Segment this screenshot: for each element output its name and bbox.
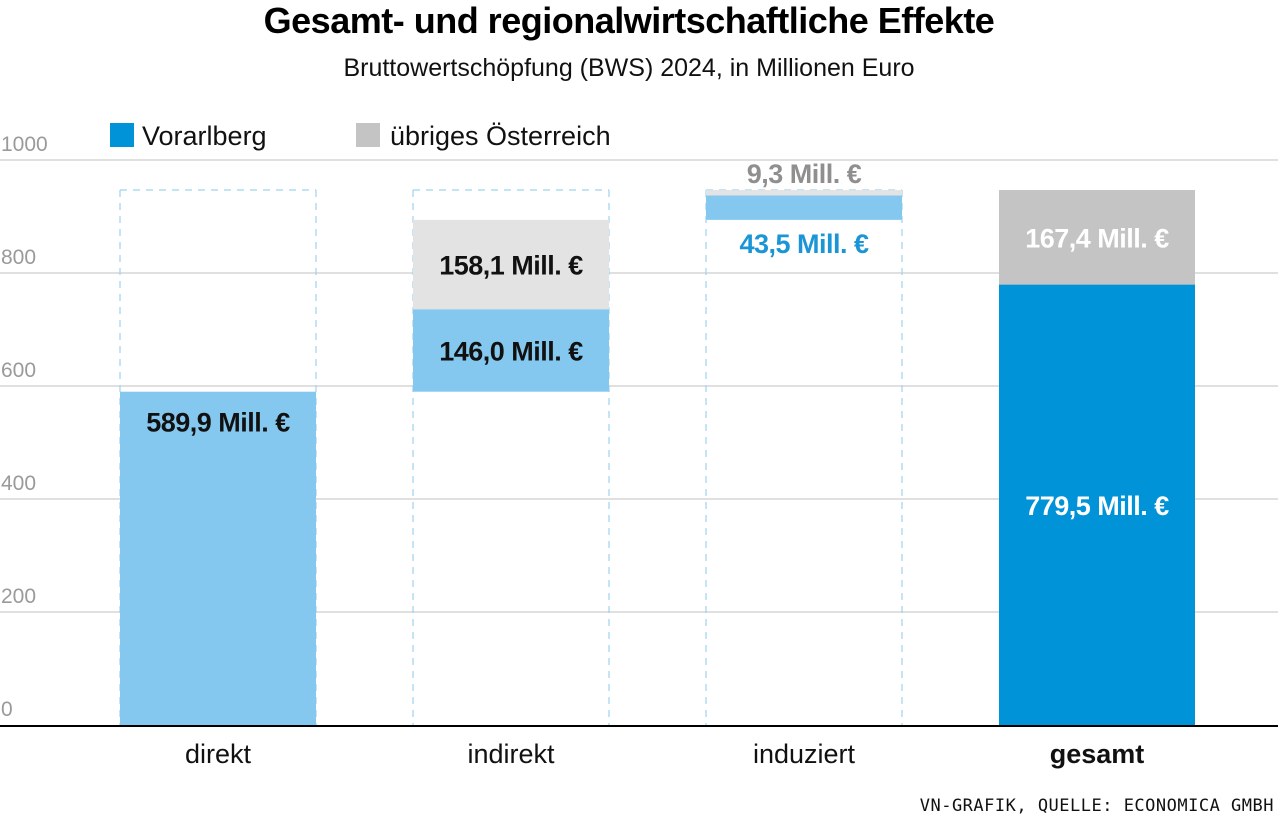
y-tick-label-400: 400 (1, 472, 36, 495)
legend-item-vorarlberg[interactable]: Vorarlberg (110, 121, 267, 151)
bar-oesterreich-gesamt[interactable] (999, 190, 1195, 285)
x-tick-label-gesamt: gesamt (1050, 739, 1145, 769)
bar-oesterreich-induziert[interactable] (706, 190, 902, 196)
y-tick-label-600: 600 (1, 359, 36, 382)
value-labels: 589,9 Mill. € 146,0 Mill. € 158,1 Mill. € 4… (146, 159, 1170, 521)
legend-label-vorarlberg: Vorarlberg (142, 121, 267, 151)
bar-vorarlberg-indirekt[interactable] (413, 309, 609, 392)
value-label-vorarlberg-induziert: 43,5 Mill. € (739, 229, 869, 259)
value-label-vorarlberg-indirekt: 146,0 Mill. € (439, 336, 583, 366)
source-note: VN-GRAFIK, QUELLE: ECONOMICA GMBH (919, 796, 1274, 816)
x-tick-label-induziert: induziert (753, 739, 856, 769)
bar-vorarlberg-induziert[interactable] (706, 195, 902, 220)
bar-vorarlberg-direkt[interactable] (120, 391, 316, 725)
legend-swatch-vorarlberg (110, 123, 134, 147)
legend-swatch-oesterreich (356, 123, 380, 147)
axes: 0 200 400 600 800 1000 direkt indirekt induziert… (0, 133, 1278, 769)
value-label-oesterreich-gesamt: 167,4 Mill. € (1025, 223, 1169, 253)
x-tick-label-indirekt: indirekt (467, 739, 555, 769)
value-label-oesterreich-indirekt: 158,1 Mill. € (439, 251, 583, 281)
bars (120, 190, 1195, 725)
legend-item-oesterreich[interactable]: übriges Österreich (356, 121, 611, 151)
bar-vorarlberg-gesamt[interactable] (999, 284, 1195, 725)
y-tick-label-0: 0 (1, 698, 13, 721)
bar-oesterreich-indirekt[interactable] (413, 219, 609, 310)
x-tick-label-direkt: direkt (185, 739, 252, 769)
value-label-vorarlberg-gesamt: 779,5 Mill. € (1025, 491, 1169, 521)
value-label-vorarlberg-direkt: 589,9 Mill. € (146, 408, 290, 438)
chart-subtitle: Bruttowertschöpfung (BWS) 2024, in Milli… (343, 54, 915, 82)
legend-label-oesterreich: übriges Österreich (390, 121, 611, 151)
chart-title: Gesamt- und regionalwirtschaftliche Effe… (263, 0, 995, 41)
y-tick-label-1000: 1000 (1, 133, 48, 156)
y-tick-label-200: 200 (1, 585, 36, 608)
y-tick-label-800: 800 (1, 246, 36, 269)
legend: Vorarlberg übriges Österreich (110, 121, 611, 151)
value-label-oesterreich-induziert: 9,3 Mill. € (747, 159, 862, 189)
